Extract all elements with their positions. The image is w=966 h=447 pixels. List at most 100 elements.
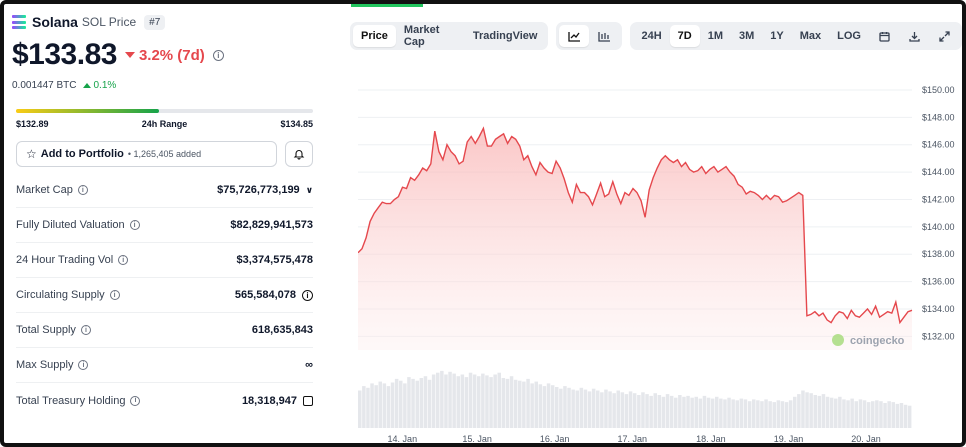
stat-trading-volume: 24 Hour Trading Vol i $3,374,575,478 <box>16 243 313 278</box>
info-icon[interactable]: i <box>80 325 91 335</box>
tab-log-scale[interactable]: LOG <box>837 30 861 42</box>
volume-bar <box>485 375 489 428</box>
info-icon[interactable]: i <box>302 289 313 301</box>
external-link-icon[interactable] <box>303 395 313 406</box>
candlestick-button[interactable] <box>589 25 619 47</box>
x-tick-label: 17. Jan <box>617 434 647 444</box>
volume-bar <box>723 399 727 428</box>
stat-value-text: 565,584,078 <box>234 289 296 301</box>
volume-bar <box>608 391 612 428</box>
coin-name: Solana <box>32 14 78 30</box>
tab-range-1y[interactable]: 1Y <box>770 30 784 42</box>
x-tick-label: 15. Jan <box>462 434 492 444</box>
stat-label-text: Circulating Supply <box>16 289 105 301</box>
y-tick-label: $138.00 <box>922 249 955 259</box>
volume-bar <box>493 374 497 428</box>
line-chart-button[interactable] <box>559 25 590 47</box>
y-tick-label: $134.00 <box>922 304 955 314</box>
volume-bar <box>784 402 789 428</box>
price-chart[interactable]: $150.00 $148.00 $146.00 $144.00 $142.00 $140.… <box>358 80 958 447</box>
stat-fully-diluted-valuation: Fully Diluted Valuation i $82,829,941,573 <box>16 208 313 243</box>
volume-bar <box>780 401 785 428</box>
info-icon[interactable]: i <box>129 220 140 230</box>
info-icon[interactable]: i <box>118 255 129 265</box>
volume-bar <box>509 376 514 428</box>
tab-range-7d[interactable]: 7D <box>669 25 700 47</box>
info-icon[interactable]: i <box>77 185 88 195</box>
tab-tradingview[interactable]: TradingView <box>472 30 538 42</box>
view-tabs: Price Market Cap TradingView <box>350 22 549 50</box>
tab-range-1m[interactable]: 1M <box>707 30 723 42</box>
volume-bar <box>710 398 715 428</box>
volume-bar <box>805 392 809 428</box>
volume-bar <box>842 399 846 428</box>
stat-label-text: Fully Diluted Valuation <box>16 219 125 231</box>
volume-bar <box>632 393 637 428</box>
btc-price-row: 0.001447 BTC 0.1% <box>12 78 317 92</box>
volume-bar <box>403 383 407 428</box>
chevron-down-icon[interactable]: ∨ <box>305 184 313 195</box>
volume-bar <box>760 401 764 428</box>
volume-bar <box>390 382 395 428</box>
volume-bar <box>641 392 645 428</box>
stat-label: Max Supply i <box>16 359 89 371</box>
tab-range-3m[interactable]: 3M <box>739 30 755 42</box>
volume-bar <box>386 386 391 428</box>
volume-bar <box>427 379 432 428</box>
volume-bar <box>895 403 900 428</box>
download-button[interactable] <box>899 25 929 47</box>
volume-bar <box>538 384 543 428</box>
volume-bar <box>829 397 834 428</box>
x-tick-label: 14. Jan <box>388 434 418 444</box>
volume-bar <box>846 400 850 428</box>
stat-label: Total Treasury Holding i <box>16 395 141 407</box>
info-icon[interactable]: i <box>78 360 89 370</box>
volume-bar <box>505 378 510 428</box>
volume-bar <box>854 401 858 428</box>
volume-bar <box>378 381 382 428</box>
volume-bar <box>394 378 399 428</box>
tab-range-24h[interactable]: 24H <box>641 30 662 42</box>
volume-bar <box>555 387 559 428</box>
volume-bar <box>620 392 625 428</box>
volume-bar <box>797 394 801 428</box>
calendar-button[interactable] <box>869 25 899 47</box>
stat-label-text: Market Cap <box>16 184 73 196</box>
add-to-portfolio-label: Add to Portfolio <box>40 148 124 160</box>
volume-bar <box>423 376 428 428</box>
expand-icon <box>938 30 950 42</box>
tab-range-max[interactable]: Max <box>799 30 822 42</box>
stat-treasury-holding: Total Treasury Holding i 18,318,947 <box>16 383 313 418</box>
volume-bar <box>834 398 838 428</box>
volume-bar <box>501 378 506 428</box>
info-icon[interactable]: i <box>130 395 141 406</box>
btc-change: 0.1% <box>82 80 116 91</box>
stat-label-text: 24 Hour Trading Vol <box>16 254 114 266</box>
tab-price[interactable]: Price <box>353 25 396 47</box>
portfolio-added-count: • 1,265,405 added <box>127 149 202 159</box>
stat-max-supply: Max Supply i ∞ <box>16 348 313 383</box>
stat-total-supply: Total Supply i 618,635,843 <box>16 313 313 348</box>
y-tick-label: $132.00 <box>922 331 955 341</box>
volume-bar <box>653 393 657 428</box>
volume-bar <box>735 400 739 428</box>
y-tick-label: $150.00 <box>922 85 955 95</box>
stat-value: ∞ <box>305 359 313 371</box>
volume-bar <box>431 374 436 428</box>
price-alert-button[interactable] <box>285 141 313 167</box>
info-icon[interactable]: i <box>109 290 120 300</box>
volume-bar <box>678 395 682 428</box>
range-tabs: 24H 7D 1M 3M 1Y Max LOG <box>630 22 962 50</box>
tab-market-cap[interactable]: Market Cap <box>403 24 440 48</box>
stats-list: Market Cap i $75,726,773,199 ∨ Fully Dilut… <box>16 173 313 418</box>
stat-value[interactable]: $75,726,773,199 ∨ <box>217 184 313 196</box>
volume-bar <box>604 389 608 428</box>
volume-bar <box>813 395 817 428</box>
solana-logo-icon <box>12 15 26 29</box>
volume-bar <box>407 377 411 428</box>
volume-bar <box>481 373 485 428</box>
add-to-portfolio-button[interactable]: ☆ Add to Portfolio • 1,265,405 added <box>16 141 277 167</box>
info-icon[interactable]: i <box>212 49 224 61</box>
volume-bar <box>571 389 575 428</box>
fullscreen-button[interactable] <box>929 25 959 47</box>
